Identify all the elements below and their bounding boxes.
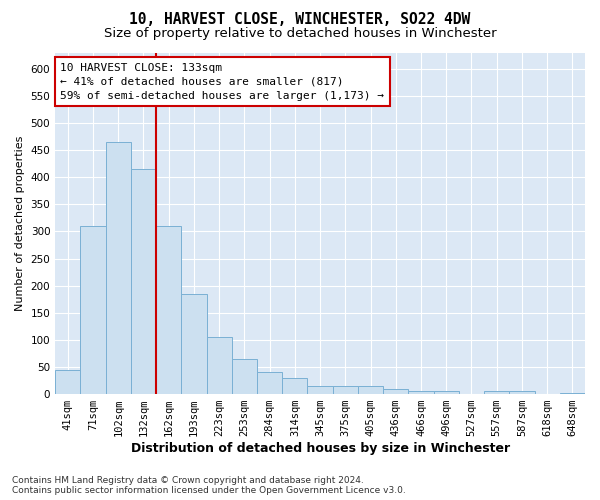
Y-axis label: Number of detached properties: Number of detached properties — [15, 136, 25, 311]
Bar — [509, 392, 535, 394]
Bar — [106, 142, 131, 394]
Bar — [409, 392, 434, 394]
Bar — [55, 370, 80, 394]
Text: 10, HARVEST CLOSE, WINCHESTER, SO22 4DW: 10, HARVEST CLOSE, WINCHESTER, SO22 4DW — [130, 12, 470, 28]
Bar — [257, 372, 282, 394]
Text: Size of property relative to detached houses in Winchester: Size of property relative to detached ho… — [104, 28, 496, 40]
Bar — [383, 388, 409, 394]
Bar — [560, 393, 585, 394]
Bar — [232, 359, 257, 394]
Bar — [307, 386, 332, 394]
Bar — [181, 294, 206, 394]
Bar — [156, 226, 181, 394]
Bar — [131, 169, 156, 394]
Bar — [206, 337, 232, 394]
Bar — [282, 378, 307, 394]
X-axis label: Distribution of detached houses by size in Winchester: Distribution of detached houses by size … — [131, 442, 509, 455]
Bar — [80, 226, 106, 394]
Bar — [484, 392, 509, 394]
Bar — [434, 392, 459, 394]
Bar — [358, 386, 383, 394]
Bar — [332, 386, 358, 394]
Text: Contains HM Land Registry data © Crown copyright and database right 2024.
Contai: Contains HM Land Registry data © Crown c… — [12, 476, 406, 495]
Text: 10 HARVEST CLOSE: 133sqm
← 41% of detached houses are smaller (817)
59% of semi-: 10 HARVEST CLOSE: 133sqm ← 41% of detach… — [61, 62, 385, 100]
